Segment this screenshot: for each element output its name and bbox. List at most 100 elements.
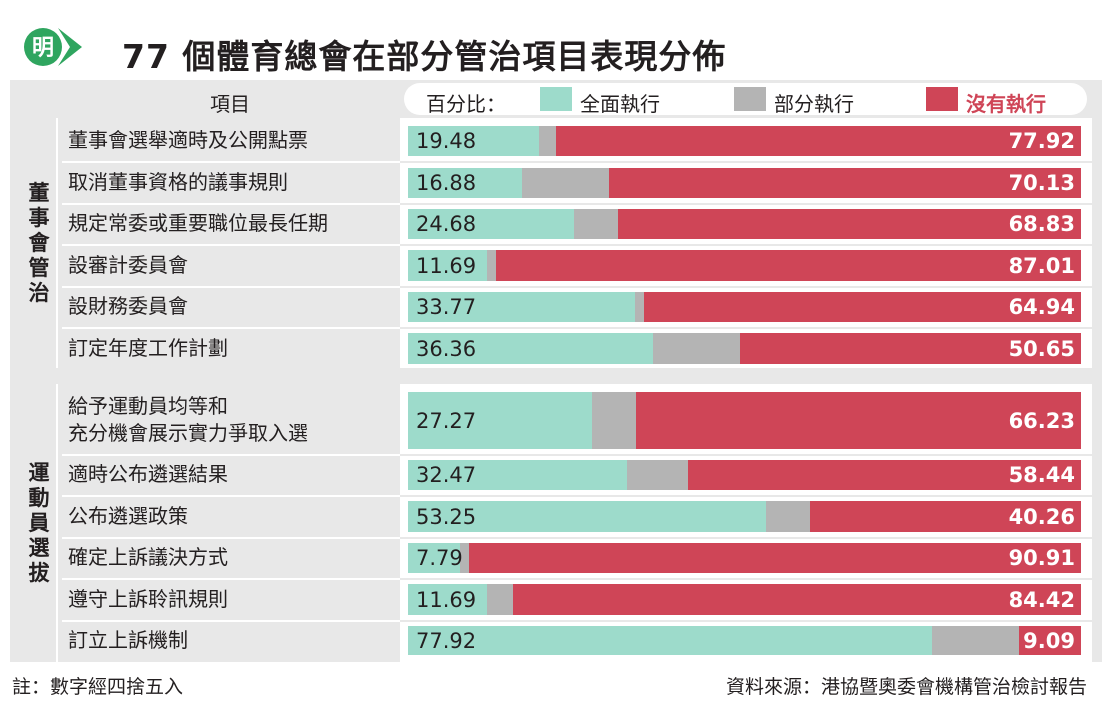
bar-row-separator	[400, 203, 1092, 205]
bar-segment-partial	[932, 626, 1019, 655]
bar-segment-partial	[653, 333, 740, 364]
bar-segment-partial	[539, 126, 556, 156]
ming-pao-logo-icon: 明	[23, 27, 82, 67]
data-label-full: 16.88	[416, 171, 477, 195]
row-separator	[62, 620, 400, 622]
bar-segment-partial	[574, 209, 618, 239]
bar-row-separator	[400, 578, 1092, 580]
row-label: 規定常委或重要職位最長任期	[68, 211, 328, 235]
bar-segment-partial	[522, 168, 609, 198]
bar-segment-none	[496, 250, 1081, 281]
bar-segment-full	[408, 168, 522, 198]
row-label: 公布遴選政策	[68, 504, 188, 528]
row-label: 遵守上訴聆訊規則	[68, 587, 228, 611]
bar-segment-partial	[766, 501, 810, 532]
bar-segment-none	[513, 584, 1081, 615]
row-separator	[62, 495, 400, 497]
bar-row-separator	[400, 244, 1092, 246]
legend-swatch-none	[926, 87, 958, 111]
bar-segment-full	[408, 626, 932, 655]
data-label-none: 84.42	[1008, 588, 1075, 612]
row-label: 給予運動員均等和 充分機會展示實力爭取入選	[68, 394, 308, 445]
data-label-none: 77.92	[1008, 129, 1075, 153]
data-label-none: 50.65	[1008, 337, 1075, 361]
page-title: 77 個體育總會在部分管治項目表現分佈	[122, 37, 727, 76]
row-label: 確定上訴議決方式	[68, 545, 228, 569]
data-label-full: 27.27	[416, 409, 477, 433]
legend-swatch-partial	[734, 87, 766, 111]
group-box: 董 事 會 管 治	[20, 118, 58, 368]
data-label-none: 87.01	[1008, 254, 1075, 278]
row-label: 設財務委員會	[68, 294, 188, 318]
title-row: 明 77 個體育總會在部分管治項目表現分佈	[10, 22, 1100, 76]
bar-row-separator	[400, 620, 1092, 622]
row-label: 設審計委員會	[68, 253, 188, 277]
data-label-full: 32.47	[416, 463, 477, 487]
bar-row-separator	[400, 537, 1092, 539]
row-label: 取消董事資格的議事規則	[68, 170, 288, 194]
data-label-none: 40.26	[1008, 505, 1075, 529]
bar-segment-full	[408, 392, 592, 449]
bar-row-separator	[400, 495, 1092, 497]
row-label: 訂立上訴機制	[68, 628, 188, 652]
source-note: 資料來源：港協暨奧委會機構管治檢討報告	[725, 676, 1087, 698]
bar-segment-none	[609, 168, 1081, 198]
data-label-none: 66.23	[1008, 409, 1075, 433]
data-label-none: 90.91	[1008, 546, 1075, 570]
data-label-none: 68.83	[1008, 212, 1075, 236]
bar-area	[400, 118, 1092, 368]
bar-segment-full	[408, 460, 627, 490]
data-label-full: 53.25	[416, 505, 477, 529]
row-label: 董事會選舉適時及公開點票	[68, 128, 308, 152]
row-separator	[62, 286, 400, 288]
data-label-full: 7.79	[416, 546, 463, 570]
row-separator	[62, 161, 400, 163]
row-separator	[62, 537, 400, 539]
row-separator	[62, 203, 400, 205]
bar-segment-partial	[460, 543, 469, 573]
bar-segment-partial	[592, 392, 636, 449]
row-label: 適時公布遴選結果	[68, 462, 228, 486]
bar-row-separator	[400, 161, 1092, 163]
data-label-full: 11.69	[416, 254, 477, 278]
bar-segment-full	[408, 333, 653, 364]
legend-prefix: 百分比：	[426, 92, 506, 116]
bar-segment-full	[408, 209, 574, 239]
bar-segment-none	[556, 126, 1081, 156]
legend: 百分比： 全面執行 部分執行 沒有執行	[404, 83, 1087, 116]
bar-segment-none	[618, 209, 1081, 239]
legend-label-partial: 部分執行	[774, 92, 854, 116]
data-label-full: 24.68	[416, 212, 477, 236]
logo-text: 明	[32, 36, 54, 61]
bar-segment-full	[408, 250, 487, 281]
bar-segment-partial	[627, 460, 688, 490]
item-column-header: 項目	[210, 92, 250, 116]
legend-label-full: 全面執行	[580, 92, 660, 116]
data-label-none: 9.09	[1023, 629, 1075, 653]
row-separator	[62, 578, 400, 580]
bar-segment-full	[408, 292, 635, 322]
row-label: 訂定年度工作計劃	[68, 336, 228, 360]
legend-label-none: 沒有執行	[966, 92, 1046, 116]
group-box: 運 動 員 選 拔	[20, 384, 58, 662]
legend-swatch-full	[540, 87, 572, 111]
group-label: 運 動 員 選 拔	[28, 461, 50, 585]
bar-row-separator	[400, 327, 1092, 329]
data-label-none: 64.94	[1008, 295, 1075, 319]
bar-segment-none	[644, 292, 1081, 322]
row-separator	[62, 327, 400, 329]
data-label-none: 70.13	[1008, 171, 1075, 195]
data-label-full: 19.48	[416, 129, 477, 153]
group-label: 董 事 會 管 治	[28, 181, 50, 305]
row-separator	[62, 454, 400, 456]
bar-segment-none	[469, 543, 1081, 573]
bar-row-separator	[400, 454, 1092, 456]
footnote: 註：數字經四捨五入	[12, 676, 184, 698]
bar-segment-none	[688, 460, 1081, 490]
bar-segment-none	[740, 333, 1081, 364]
bar-row-separator	[400, 286, 1092, 288]
bar-segment-partial	[487, 250, 496, 281]
data-label-full: 36.36	[416, 337, 477, 361]
bar-segment-full	[408, 501, 766, 532]
data-label-none: 58.44	[1008, 463, 1075, 487]
